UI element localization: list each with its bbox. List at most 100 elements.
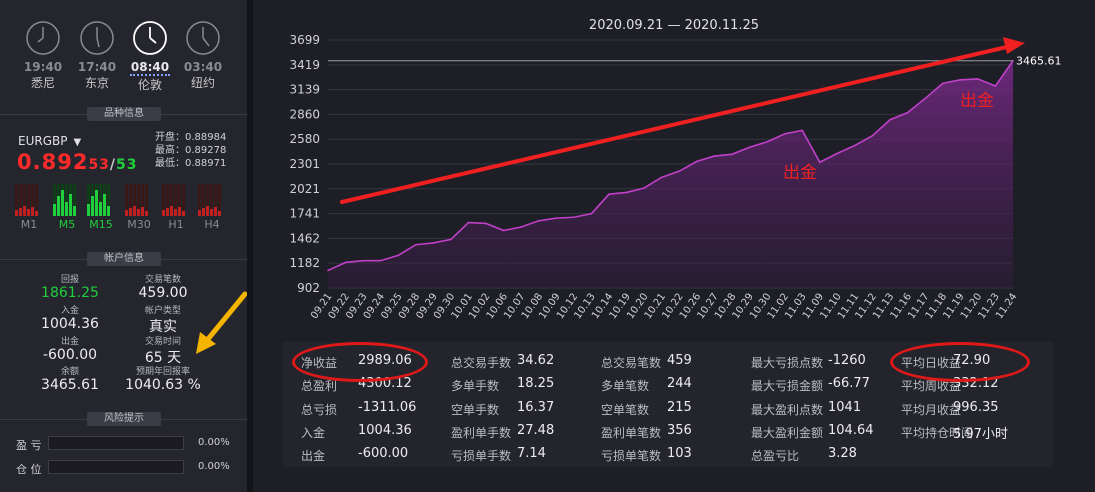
account-item: 余额 3465.61 <box>20 364 120 393</box>
open-price: 开盘：0.88984 <box>155 132 227 143</box>
clock-newyork[interactable]: 03:40 纽约 <box>183 20 223 91</box>
symbol-section-header: 品种信息 <box>0 107 247 121</box>
clock-tokyo[interactable]: 17:40 东京 <box>77 20 117 91</box>
data-point <box>397 254 400 257</box>
data-point <box>959 79 962 81</box>
stat-value: 1004.36 <box>358 423 412 438</box>
meter-bg <box>87 184 90 216</box>
data-point <box>994 85 997 87</box>
meter-fill <box>91 196 94 216</box>
data-point <box>344 261 347 264</box>
stat-label: 总交易手数 <box>451 356 512 370</box>
meter-fill <box>35 211 38 216</box>
account-item-label: 回报 <box>60 275 79 285</box>
stat-label: 总交易笔数 <box>601 356 662 370</box>
data-point <box>871 134 874 137</box>
meter-fill <box>99 202 102 216</box>
meter-bg <box>27 184 30 216</box>
account-item-label: 预期年回报率 <box>135 367 190 377</box>
data-point <box>696 160 698 163</box>
stat-value: 104.64 <box>828 423 874 438</box>
account-item-label: 出金 <box>60 337 79 347</box>
stat-value: 18.25 <box>517 376 555 391</box>
meter-fill <box>103 194 106 216</box>
timeframe-bar-m30[interactable]: M30 <box>125 182 153 231</box>
section-title: 品种信息 <box>87 107 161 121</box>
timeframe-bar-m15[interactable]: M15 <box>87 182 115 231</box>
ohl-info: 开盘：0.88984 最高：0.89278 最低：0.88971 <box>155 131 226 170</box>
symbol-selector[interactable]: EURGBP ▼ <box>18 134 81 148</box>
data-point <box>731 153 733 156</box>
data-point <box>520 226 523 228</box>
meter-bg <box>141 184 144 216</box>
meter-fill <box>198 210 201 216</box>
stat-value: 356 <box>667 423 692 438</box>
y-tick-label: 1182 <box>289 256 320 270</box>
section-title: 风险提示 <box>87 412 161 426</box>
data-point <box>783 133 786 135</box>
timeframe-bar-h4[interactable]: H4 <box>198 182 226 231</box>
stat-label: 入金 <box>301 426 326 440</box>
data-point <box>573 216 575 219</box>
meter-bg <box>129 184 132 216</box>
data-point <box>379 259 382 262</box>
clock-london[interactable]: 08:40 伦敦 <box>130 20 170 93</box>
y-tick-label: 1741 <box>289 207 320 221</box>
high-price: 最高：0.89278 <box>155 145 227 156</box>
meter-fill <box>166 208 169 216</box>
meter-bg <box>99 184 102 216</box>
meter-fill <box>214 207 217 216</box>
account-item-label: 余额 <box>60 367 79 377</box>
meter-bg <box>137 184 140 216</box>
stat-label: 最大亏损点数 <box>751 356 824 370</box>
meter-fill <box>133 206 136 216</box>
y-tick-label: 2301 <box>289 157 320 171</box>
account-item: 预期年回报率 1040.63 % <box>113 364 213 393</box>
data-point <box>450 238 452 241</box>
timeframe-bar-m5[interactable]: M5 <box>53 182 81 231</box>
meter-bg <box>162 184 165 216</box>
meter-bg <box>214 184 217 216</box>
clock-sydney[interactable]: 19:40 悉尼 <box>23 20 63 91</box>
stat-value: 34.62 <box>517 353 555 368</box>
account-item-label: 入金 <box>60 306 79 316</box>
stat-value: 996.35 <box>953 400 999 415</box>
clock-time: 03:40 <box>183 60 223 74</box>
clock-city: 东京 <box>84 76 109 90</box>
y-tick-label: 1462 <box>289 231 320 245</box>
risk-section-header: 风险提示 <box>0 412 247 426</box>
meter-bg <box>23 184 26 216</box>
meter-fill <box>218 211 221 216</box>
account-item-value: 1861.25 <box>41 285 99 301</box>
account-item-value: -600.00 <box>42 347 98 363</box>
data-point <box>327 269 329 272</box>
y-tick-label: 3419 <box>289 58 320 72</box>
caret-down-icon: ▼ <box>73 137 82 148</box>
meter-bg <box>218 184 221 216</box>
timeframe-label: M5 <box>58 218 76 231</box>
stat-value: -66.77 <box>828 376 870 391</box>
meter-bg <box>65 184 68 216</box>
timeframe-bar-m1[interactable]: M1 <box>15 182 43 231</box>
world-clocks: 19:40 悉尼 17:40 东京 08:40 伦敦 03:40 纽约 <box>0 0 247 104</box>
meter-bg <box>166 184 169 216</box>
last-value-label: 3465.61 <box>1016 55 1062 68</box>
stat-label: 出金 <box>301 449 326 463</box>
price-ask-digits: 53 <box>116 157 138 173</box>
data-point <box>625 191 628 194</box>
clock-icon <box>80 21 114 55</box>
data-point <box>432 242 435 244</box>
current-price: 0.89253/53 <box>17 150 138 174</box>
stat-value: 7.14 <box>517 446 546 461</box>
timeframe-label: M30 <box>127 218 151 231</box>
data-point <box>643 187 645 189</box>
price-main: 0.892 <box>17 150 89 174</box>
data-point <box>818 161 821 164</box>
meter-fill <box>162 210 165 216</box>
stat-value: 459 <box>667 353 692 368</box>
data-point <box>941 82 944 85</box>
annotation-withdrawal: 出金 <box>783 163 817 183</box>
account-item: 交易笔数 459.00 <box>113 272 213 301</box>
timeframe-bar-h1[interactable]: H1 <box>162 182 190 231</box>
risk-label-pnl: 盈 亏 <box>16 439 42 452</box>
